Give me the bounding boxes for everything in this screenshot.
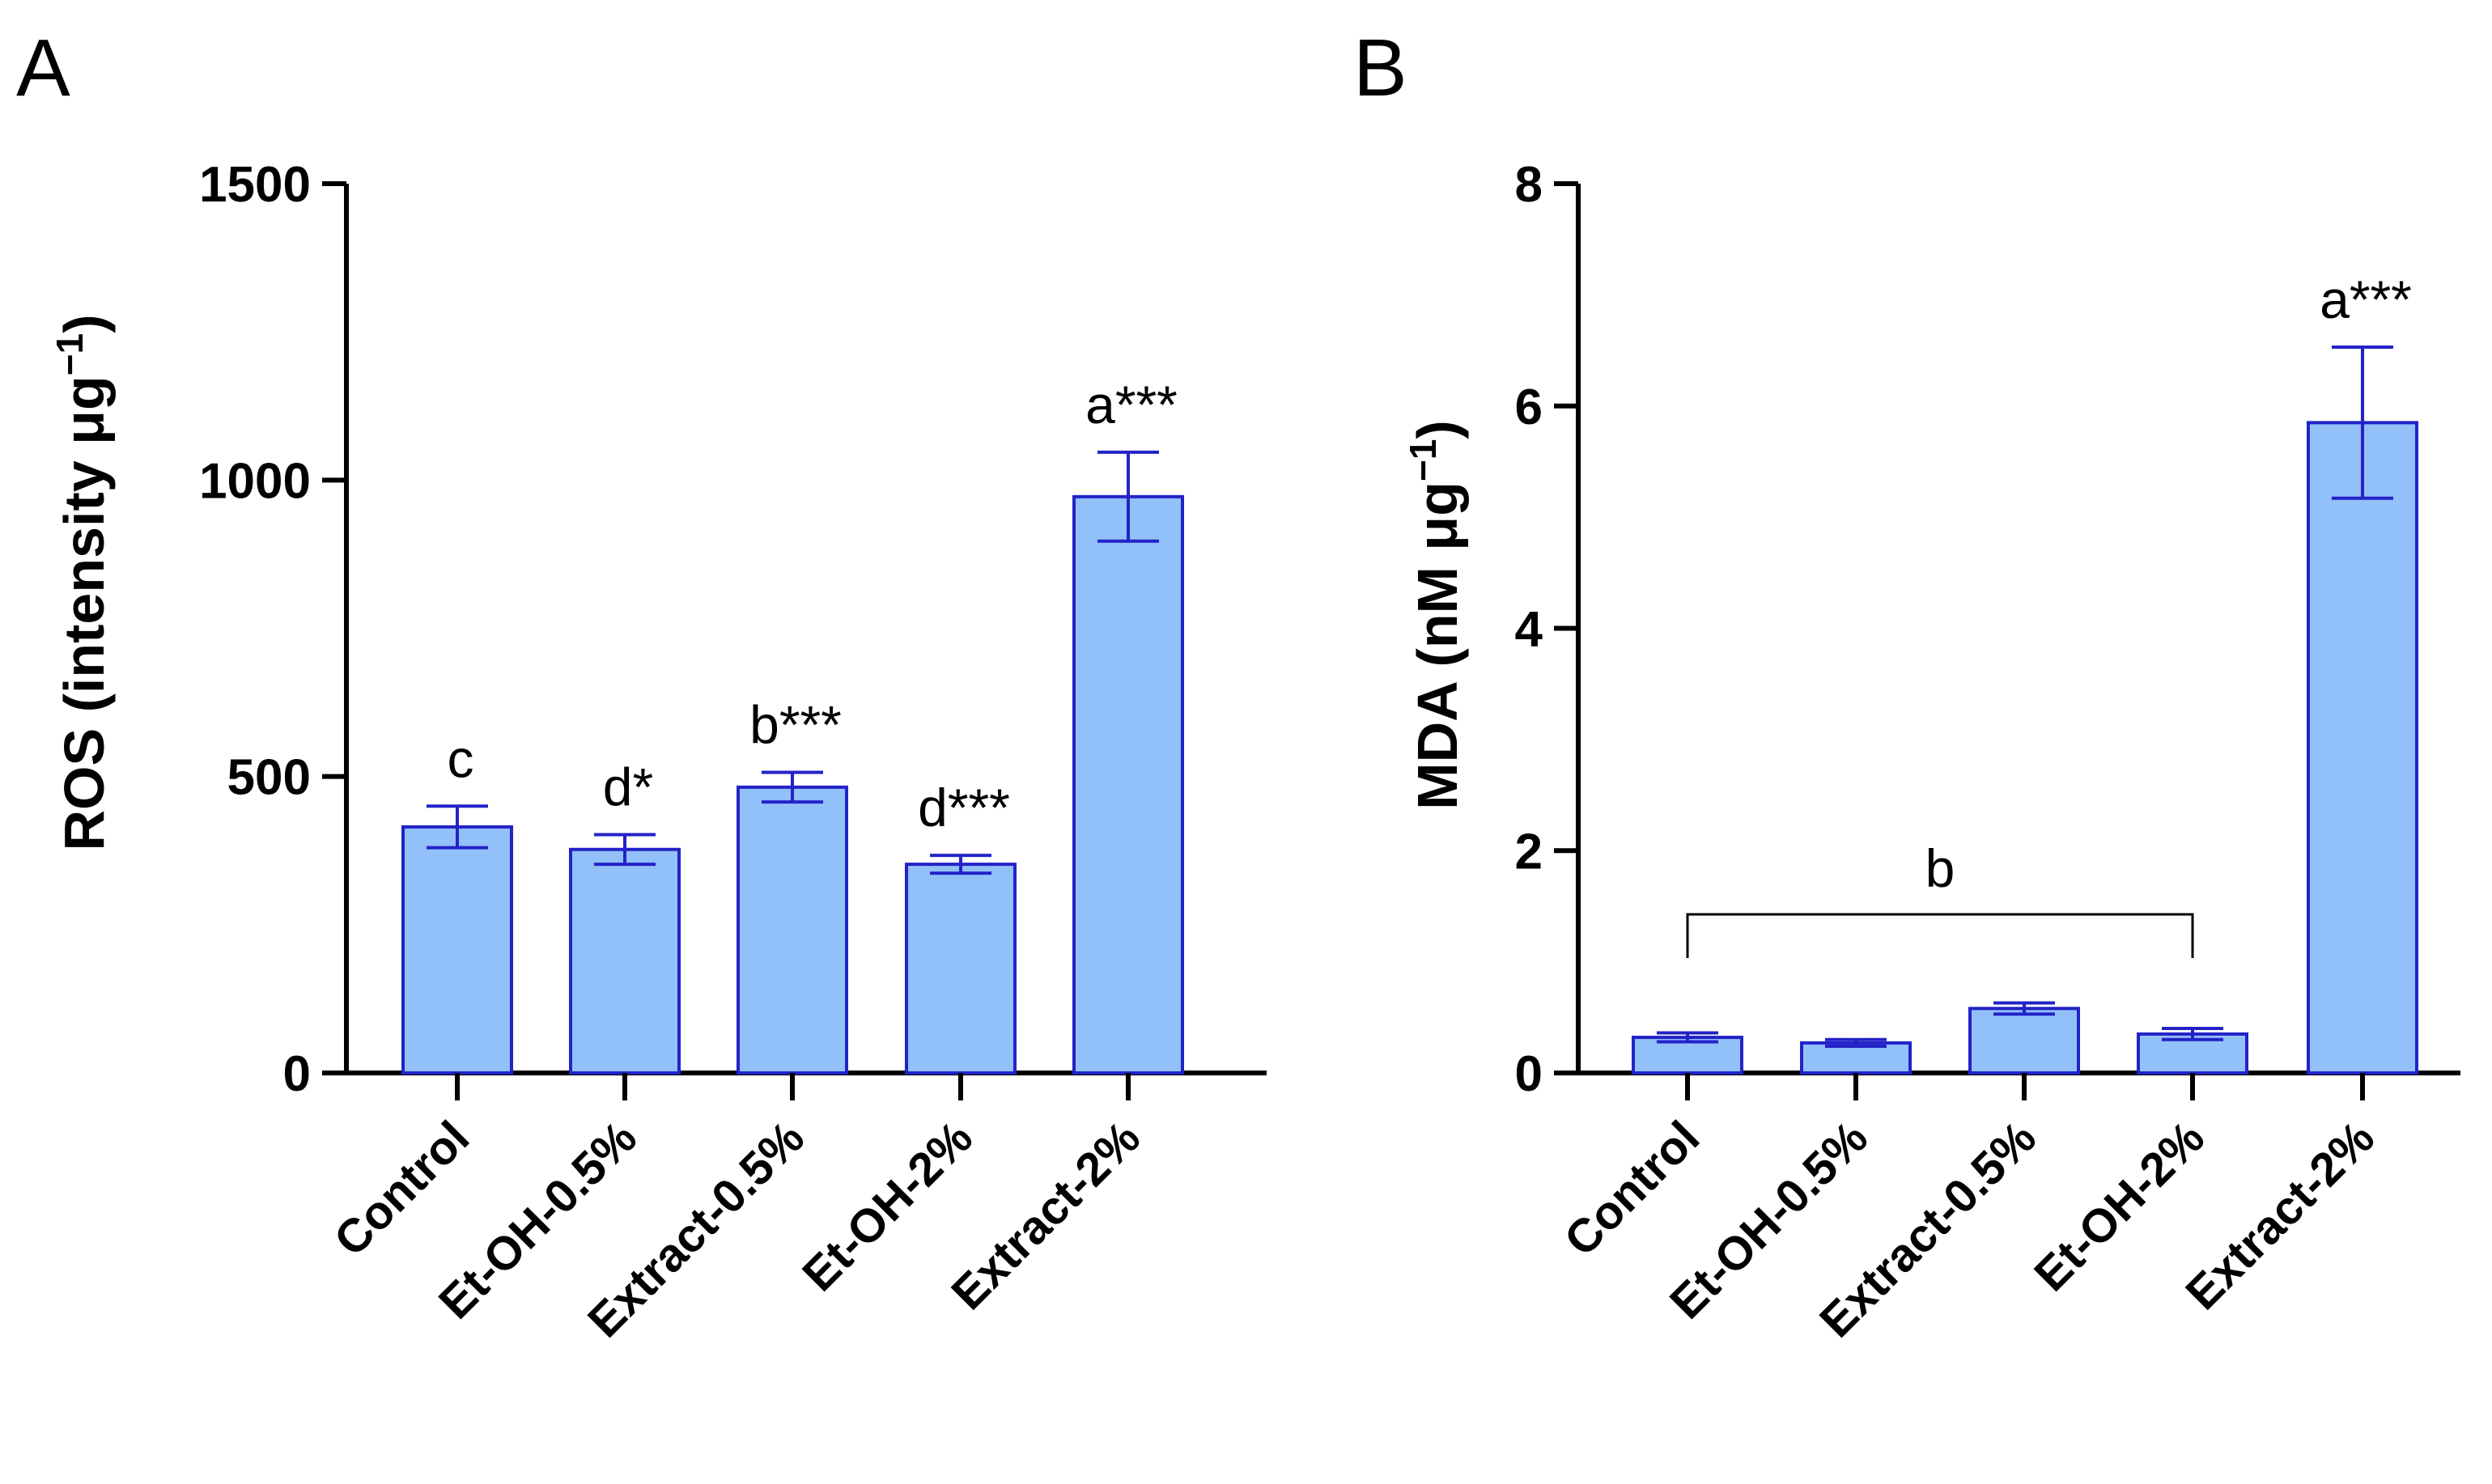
y-axis-label: ROS (intensity μg−1) [49, 314, 116, 850]
y-tick-label: 500 [227, 750, 311, 806]
y-tick-label: 0 [1515, 1046, 1543, 1102]
y-tick-label: 1000 [199, 453, 311, 509]
significance-label: c [448, 728, 474, 788]
significance-label: d*** [918, 778, 1010, 837]
y-axis-label: MDA (nM μg−1) [1402, 420, 1469, 809]
bar [905, 863, 1017, 1075]
significance-label: a*** [1085, 375, 1178, 435]
bar [737, 785, 848, 1075]
panel-letter: B [1353, 23, 1407, 113]
bar [569, 847, 681, 1075]
y-tick-label: 6 [1515, 379, 1543, 435]
bar [2307, 421, 2418, 1075]
x-tick-label: Control [1554, 1111, 1709, 1266]
y-axis-label-main: MDA (nM μg [1406, 481, 1469, 810]
y-tick-label: 8 [1515, 157, 1543, 213]
y-tick-label: 0 [283, 1046, 311, 1102]
y-tick-label: 1500 [199, 157, 311, 213]
y-axis-label-main: ROS (intensity μg [53, 375, 116, 850]
bar [1968, 1007, 2080, 1075]
group-bracket [1686, 913, 2194, 958]
significance-label: d* [603, 757, 653, 816]
bar-marks: 050010001500ControlcEt-OH-0.5%d*Extract-… [199, 157, 1267, 1347]
bar [401, 825, 513, 1075]
y-axis-label-close: ) [1406, 420, 1469, 439]
y-tick-label: 2 [1515, 824, 1543, 880]
y-axis-label-sup: −1 [49, 333, 91, 375]
panel-a: A ROS (intensity μg−1) 0 500 1000 1500 Contr… [16, 23, 1267, 1347]
bar [1072, 494, 1184, 1075]
y-axis-label-sup: −1 [1402, 439, 1444, 481]
significance-label: b*** [749, 695, 842, 755]
bracket-label: b [1925, 838, 1955, 898]
y-axis-label-close: ) [53, 314, 116, 333]
panel-b: B MDA (nM μg−1) 02468ControlEt-OH-0.5%Ex… [1353, 23, 2460, 1347]
panel-letter: A [16, 23, 70, 113]
significance-label: a*** [2320, 269, 2412, 329]
x-tick-label: Control [324, 1111, 479, 1266]
bar-marks: 02468ControlEt-OH-0.5%Extract-0.5%Et-OH-… [1515, 157, 2460, 1347]
y-tick-label: 4 [1515, 602, 1543, 658]
